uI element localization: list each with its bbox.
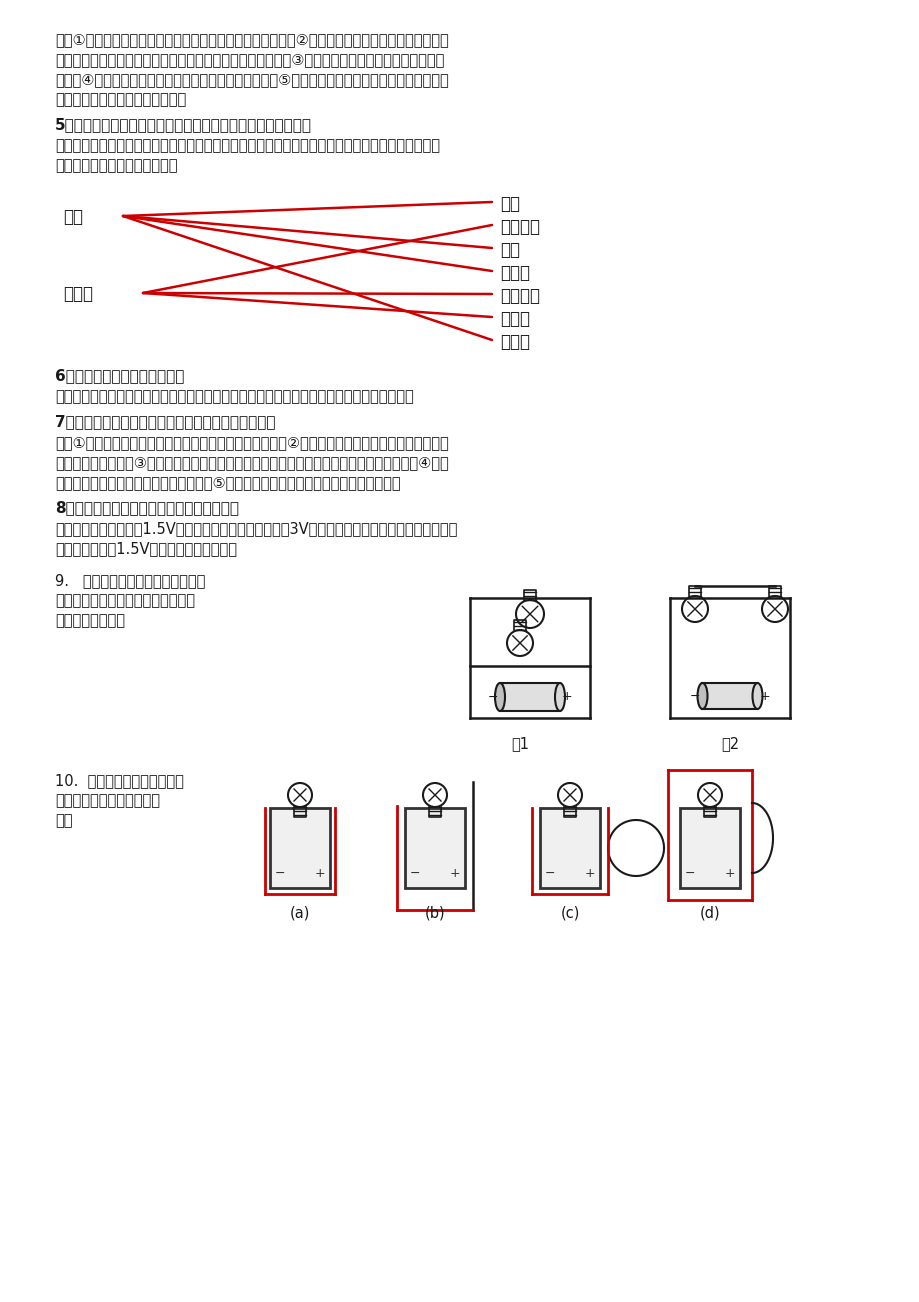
Text: 电器；④在户外活动时，不要靠近高压电线、架线铁塔；⑤遇到雷雨天气时，不要射在孤零零的一棵: 电器；④在户外活动时，不要靠近高压电线、架线铁塔；⑤遇到雷雨天气时，不要射在孤零… xyxy=(55,72,448,87)
Bar xyxy=(679,809,739,888)
Ellipse shape xyxy=(697,684,707,710)
Text: +: + xyxy=(314,867,325,880)
Text: 图2: 图2 xyxy=(720,736,738,751)
Text: 8、把电池串联或并联起来使用有什么特点？: 8、把电池串联或并联起来使用有什么特点？ xyxy=(55,500,239,516)
Text: 答：①光控开关：路灯；天亮了，会自动熄灯，节约用电。②声控开关：楼道灯；晚上有声音，灯会: 答：①光控开关：路灯；天亮了，会自动熄灯，节约用电。②声控开关：楼道灯；晚上有声… xyxy=(55,435,448,450)
Text: (b): (b) xyxy=(425,906,445,921)
Text: +: + xyxy=(724,867,734,880)
Text: (a): (a) xyxy=(289,906,310,921)
Text: (c): (c) xyxy=(560,906,579,921)
Text: −: − xyxy=(684,867,695,880)
Text: 不能，请在图上画出你的做: 不能，请在图上画出你的做 xyxy=(55,793,160,809)
Text: 铅笔芯: 铅笔芯 xyxy=(499,333,529,352)
Text: 答：我们利用导体把电送到人们需要的地方。我们利用绝缘体阻止电流到人们不需要的地方。: 答：我们利用导体把电送到人们需要的地方。我们利用绝缘体阻止电流到人们不需要的地方… xyxy=(55,389,414,404)
Text: 瓷、玻璃、橡胶等都是绝缘体。: 瓷、玻璃、橡胶等都是绝缘体。 xyxy=(55,158,177,173)
Text: −: − xyxy=(487,690,497,703)
Text: 9.   用导线把下图中的电池和灯泡连: 9. 用导线把下图中的电池和灯泡连 xyxy=(55,573,205,589)
Ellipse shape xyxy=(494,684,505,711)
Text: 法。: 法。 xyxy=(55,812,73,828)
Text: 图1: 图1 xyxy=(510,736,528,751)
Text: 橡胶手套: 橡胶手套 xyxy=(499,286,539,305)
Bar xyxy=(269,809,330,888)
Text: 自动亮，方便节能；③温控开关：空调器、电饭锅；到设定的温度时会自动关闭；方便节能。④红外: 自动亮，方便节能；③温控开关：空调器、电饭锅；到设定的温度时会自动关闭；方便节能… xyxy=(55,454,448,470)
Bar xyxy=(404,809,464,888)
Text: 5、举例说明我们日常生活中哪些物体是导体？哪些是绝缘体？: 5、举例说明我们日常生活中哪些物体是导体？哪些是绝缘体？ xyxy=(55,117,312,132)
Text: 树下，空旷处的大树容易遭雷击。: 树下，空旷处的大树容易遭雷击。 xyxy=(55,92,186,107)
Ellipse shape xyxy=(554,684,564,711)
Text: 遥控开关：电视机；远距离开关，方便。⑤定时开关：电扇；按设定的时间关闭，方便。: 遥控开关：电视机；远距离开关，方便。⑤定时开关：电扇；按设定的时间关闭，方便。 xyxy=(55,475,400,490)
Text: +: + xyxy=(449,867,460,880)
Text: +: + xyxy=(562,690,572,703)
Text: 张图中的灯泡亮。: 张图中的灯泡亮。 xyxy=(55,613,125,628)
Text: 铝钥匙: 铝钥匙 xyxy=(499,264,529,283)
Bar xyxy=(499,684,560,711)
Text: −: − xyxy=(275,867,285,880)
Bar xyxy=(702,684,756,710)
Text: 湿木条: 湿木条 xyxy=(499,310,529,328)
Text: 6、导体和绝缘体有什么用途？: 6、导体和绝缘体有什么用途？ xyxy=(55,368,184,383)
Text: 起来，电压还是1.5V，所以小灯泡不太亮。: 起来，电压还是1.5V，所以小灯泡不太亮。 xyxy=(55,542,237,556)
Text: 10.  下图小灯泡能点亮吗？如: 10. 下图小灯泡能点亮吗？如 xyxy=(55,773,184,788)
Text: 起来，并使第一张图中的灯泡比第二: 起来，并使第一张图中的灯泡比第二 xyxy=(55,592,195,608)
Text: 纸板: 纸板 xyxy=(499,241,519,259)
Text: 绝缘体: 绝缘体 xyxy=(62,285,93,303)
Text: −: − xyxy=(544,867,555,880)
Ellipse shape xyxy=(752,684,762,710)
Text: 导体: 导体 xyxy=(62,208,83,227)
Text: 小刀: 小刀 xyxy=(499,195,519,214)
Text: 答：①不能用湿手接触带电设备，也不能用湿布擦带电设备；②在使用电器时，应先插电源插头，然: 答：①不能用湿手接触带电设备，也不能用湿布擦带电设备；②在使用电器时，应先插电源… xyxy=(55,33,448,47)
Text: (d): (d) xyxy=(699,906,720,921)
Text: 7、你见过哪些开关？都用在什么地方？有什么好处？: 7、你见过哪些开关？都用在什么地方？有什么好处？ xyxy=(55,414,275,428)
Text: +: + xyxy=(584,867,595,880)
Text: +: + xyxy=(759,690,769,703)
Bar xyxy=(539,809,599,888)
Text: 后开电器开关；用完后应先关掉电器开关，然后拔电源插头；③不要在同一个电源插座上接入太多的: 后开电器开关；用完后应先关掉电器开关，然后拔电源插头；③不要在同一个电源插座上接… xyxy=(55,52,444,66)
Text: −: − xyxy=(409,867,420,880)
Text: 泡沫塑料: 泡沫塑料 xyxy=(499,217,539,236)
Text: 答：一节电池的电压是1.5V，两节电池串联起来的电压是3V，所以小灯泡会特别亮。两节电池并联: 答：一节电池的电压是1.5V，两节电池串联起来的电压是3V，所以小灯泡会特别亮。… xyxy=(55,521,457,536)
Text: 答：大多数金属：如金、银、铜、铁、铝等都导体；大多数非金属：如干木头、头发、纸、塑料、陶: 答：大多数金属：如金、银、铜、铁、铝等都导体；大多数非金属：如干木头、头发、纸、… xyxy=(55,138,439,154)
Text: −: − xyxy=(689,690,699,703)
